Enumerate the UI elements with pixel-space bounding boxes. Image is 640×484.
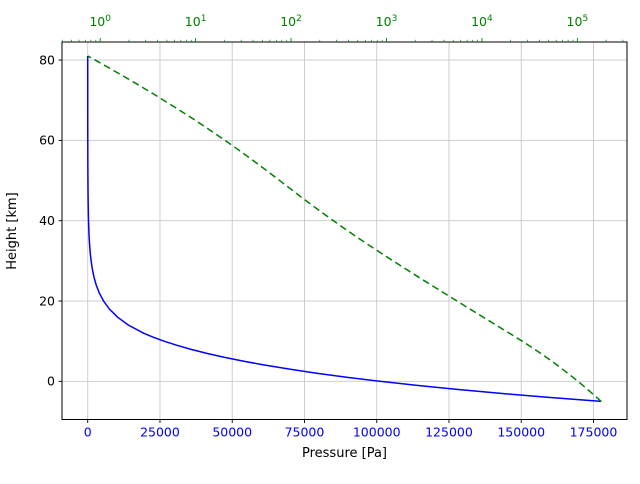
x-axis-label: Pressure [Pa] [302,446,387,461]
x-axis-tick-label: 125000 [425,425,473,440]
x-axis-tick-label: 150000 [497,425,545,440]
x-axis-tick-label: 0 [84,425,92,440]
top-axis-tick-label: 104 [471,14,493,29]
y-axis-tick-label: 80 [39,52,55,67]
pressure-linear-line [86,56,602,403]
y-axis-tick-label: 40 [39,213,55,228]
top-axis-tick-label: 101 [185,14,207,29]
top-axis-tick-label: 103 [376,14,398,29]
x-axis-tick-label: 75000 [285,425,325,440]
plot-border [61,41,628,420]
axes-layer: 0 25000 50000 75000 100000 125000 150000 175000… [39,14,628,440]
series-layer [86,55,602,403]
top-axis-tick-label: 105 [567,14,589,29]
y-axis-tick-label: 0 [47,374,55,389]
x-axis-tick-label: 50000 [212,425,252,440]
top-axis-tick-label: 102 [280,14,302,29]
grid-layer [62,42,627,420]
y-axis-label: Height [km] [5,192,20,269]
y-axis-tick-label: 20 [39,293,55,308]
pressure-log-line [87,55,602,402]
y-axis-tick-label: 60 [39,133,55,148]
x-axis-tick-label: 100000 [353,425,401,440]
x-axis-tick-label: 175000 [570,425,618,440]
top-axis-tick-label: 100 [89,14,111,29]
x-axis-tick-label: 25000 [140,425,180,440]
